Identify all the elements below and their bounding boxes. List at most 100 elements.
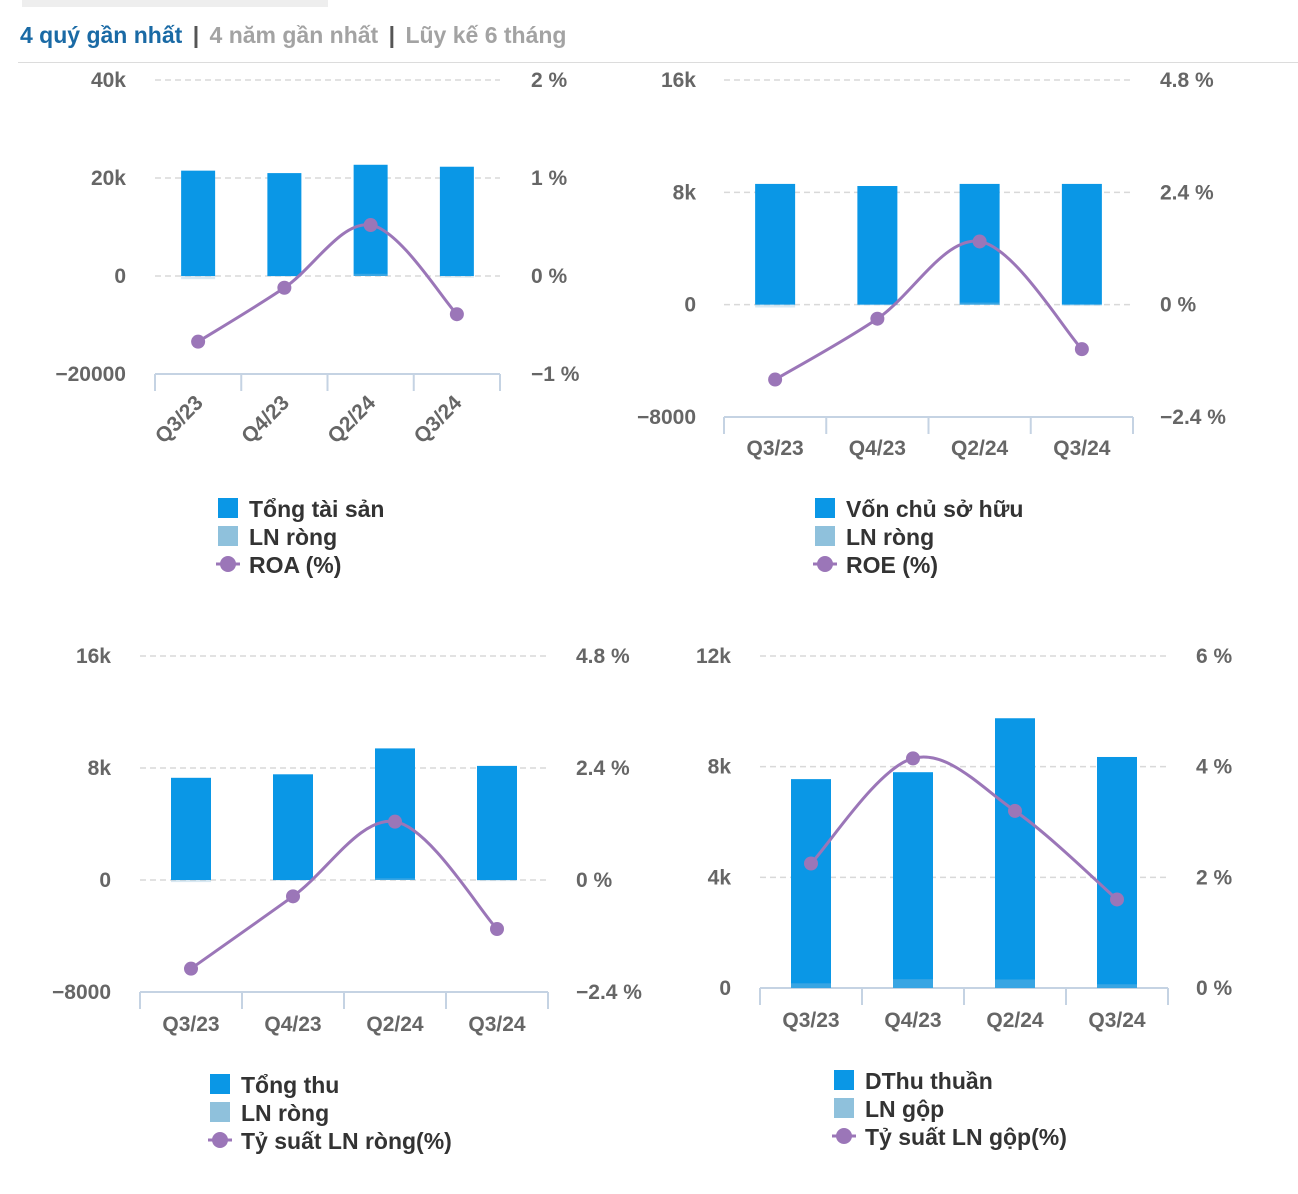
header-divider <box>18 62 1298 63</box>
bar-secondary <box>375 878 415 880</box>
legend-label: Tỷ suất LN gộp(%) <box>865 1124 1067 1150</box>
tab-6-months-cumulative[interactable]: Lũy kế 6 tháng <box>405 22 567 48</box>
bar-secondary <box>893 979 933 988</box>
left-axis-tick-label: 8k <box>88 757 112 780</box>
legend-label: Tổng tài sản <box>249 496 384 522</box>
ratio-point <box>191 334 206 349</box>
right-axis-tick-label: 4 % <box>1196 756 1233 779</box>
ratio-point <box>277 280 292 295</box>
bar-secondary <box>755 304 796 308</box>
right-axis-tick-label: −1 % <box>531 363 580 386</box>
legend-swatch <box>836 1128 852 1144</box>
bar-primary <box>375 748 415 880</box>
bar-primary <box>857 186 898 305</box>
period-tabs: 4 quý gần nhất | 4 năm gần nhất | Lũy kế… <box>20 22 566 49</box>
x-axis-category-label: Q3/24 <box>1053 437 1111 460</box>
bar-revenue <box>791 779 831 988</box>
left-axis-tick-label: 16k <box>661 69 696 92</box>
bar-revenue <box>1097 756 1137 988</box>
bar-secondary <box>791 983 831 988</box>
legend-swatch <box>212 1132 228 1148</box>
legend-label: DThu thuần <box>865 1068 993 1094</box>
x-axis-category-label: Q2/24 <box>986 1009 1044 1032</box>
tab-4-years[interactable]: 4 năm gần nhất <box>209 22 379 48</box>
ratio-point <box>490 922 504 936</box>
bar-primary <box>181 170 216 276</box>
ratio-line <box>774 239 1083 381</box>
legend-label: Vốn chủ sở hữu <box>846 496 1023 522</box>
ratio-point <box>1110 892 1124 907</box>
left-axis-tick-label: 8k <box>673 181 697 204</box>
right-axis-tick-label: 2 % <box>1196 866 1233 889</box>
legend-label: LN ròng <box>846 524 934 550</box>
x-axis-category-label: Q4/23 <box>237 391 294 448</box>
bar-primary <box>439 166 474 276</box>
bar-primary <box>267 173 302 276</box>
ratio-point <box>906 751 920 766</box>
legend-label: Tổng thu <box>241 1072 339 1098</box>
right-axis-tick-label: 0 % <box>531 265 568 288</box>
legend-swatch <box>218 526 238 546</box>
x-axis-category-label: Q4/23 <box>884 1009 941 1032</box>
ratio-line <box>190 819 499 970</box>
x-axis-category-label: Q3/23 <box>782 1009 839 1032</box>
legend-swatch <box>834 1070 854 1090</box>
x-axis-category-label: Q2/24 <box>366 1013 424 1036</box>
legend-label: LN ròng <box>249 524 337 550</box>
bar-secondary <box>181 276 216 280</box>
legend-swatch <box>815 526 835 546</box>
tab-separator: | <box>388 22 396 48</box>
ratio-line <box>809 755 1118 901</box>
bar-primary <box>755 183 796 305</box>
legend-swatch <box>210 1074 230 1094</box>
right-axis-tick-label: −2.4 % <box>576 981 642 1004</box>
bar-secondary <box>273 880 313 881</box>
bar-secondary <box>959 302 1000 305</box>
right-axis-tick-label: 4.8 % <box>1160 69 1214 92</box>
ratio-point <box>972 234 987 249</box>
x-axis-category-label: Q3/23 <box>151 391 208 448</box>
left-axis-tick-label: 0 <box>114 265 126 288</box>
ratio-point <box>804 856 818 871</box>
bar-secondary <box>1097 984 1137 988</box>
x-axis-category-label: Q2/24 <box>951 437 1009 460</box>
x-axis-category-label: Q4/23 <box>264 1013 321 1036</box>
left-axis-tick-label: 4k <box>708 866 732 889</box>
legend-swatch <box>210 1102 230 1122</box>
bar-secondary <box>477 880 517 882</box>
right-axis-tick-label: 2.4 % <box>1160 181 1214 204</box>
x-axis-category-label: Q3/23 <box>162 1013 219 1036</box>
legend-swatch <box>815 498 835 518</box>
legend-swatch <box>834 1098 854 1118</box>
ratio-point <box>1074 342 1089 357</box>
bar-secondary <box>171 880 211 883</box>
left-axis-tick-label: 20k <box>91 167 126 190</box>
tab-4-quarters[interactable]: 4 quý gần nhất <box>20 22 183 48</box>
bar-secondary <box>1061 304 1102 307</box>
left-axis-tick-label: −20000 <box>55 363 126 386</box>
right-axis-tick-label: 2.4 % <box>576 757 630 780</box>
right-axis-tick-label: 1 % <box>531 167 568 190</box>
tab-separator: | <box>192 22 200 48</box>
legend-swatch <box>220 556 236 572</box>
bar-secondary <box>353 273 388 276</box>
x-axis-category-label: Q4/23 <box>849 437 906 460</box>
ratio-point <box>768 372 783 387</box>
right-axis-tick-label: 6 % <box>1196 645 1233 668</box>
x-axis-category-label: Q3/24 <box>1088 1009 1146 1032</box>
left-axis-tick-label: 16k <box>76 645 111 668</box>
legend-label: Tỷ suất LN ròng(%) <box>241 1128 452 1154</box>
x-axis-category-label: Q3/24 <box>410 391 467 448</box>
legend-swatch <box>218 498 238 518</box>
left-axis-tick-label: −8000 <box>637 406 696 429</box>
left-axis-tick-label: −8000 <box>52 981 111 1004</box>
ratio-line <box>197 223 458 343</box>
left-axis-tick-label: 40k <box>91 69 126 92</box>
left-axis-tick-label: 0 <box>684 294 696 317</box>
ratio-point <box>388 814 402 829</box>
bar-primary <box>171 777 211 880</box>
right-axis-tick-label: 0 % <box>1160 294 1197 317</box>
bar-secondary <box>995 979 1035 988</box>
ratio-point <box>870 311 885 326</box>
